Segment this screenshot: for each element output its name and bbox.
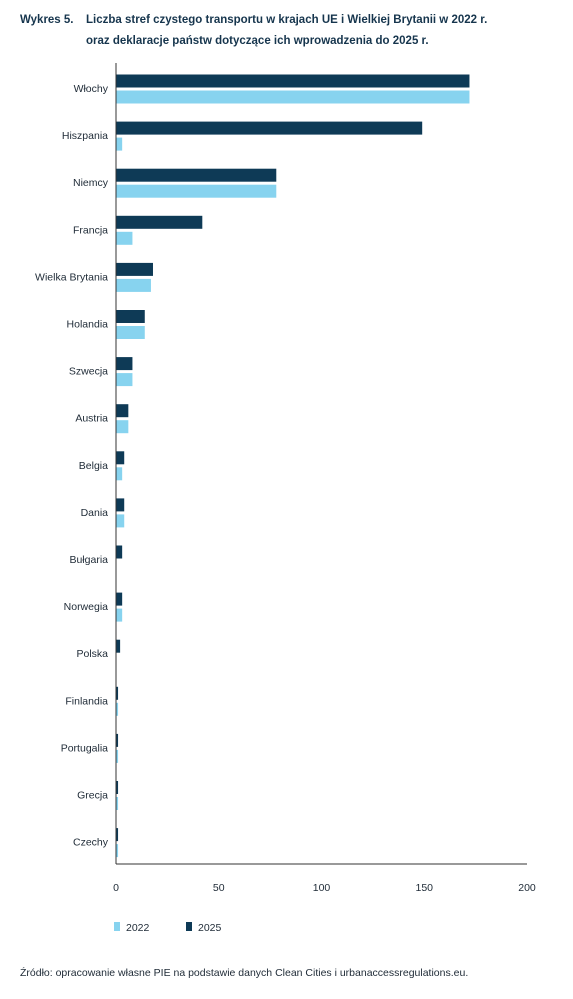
bar-2022-belgia [116,467,123,481]
chart-title-line1: Liczba stref czystego transportu w kraja… [86,14,488,26]
bar-2025-belgia [116,451,125,465]
bar-2022-norwegia [116,608,123,622]
category-label-francja: Francja [73,224,108,236]
bar-2022-francja [116,231,133,245]
bar-2022-dania [116,514,125,528]
bar-2022-hiszpania [116,137,123,151]
chart-title-label: Wykres 5. [20,14,74,26]
x-tick-label: 150 [415,882,433,894]
x-tick-label: 0 [113,882,119,894]
bar-2022-włochy [116,90,470,104]
category-label-norwegia: Norwegia [64,601,109,613]
category-label-polska: Polska [76,648,108,660]
category-label-finlandia: Finlandia [65,695,108,707]
bar-2022-szwecja [116,373,133,387]
chart-title-line2: oraz deklaracje państw dotyczące ich wpr… [86,35,429,47]
bar-2022-grecja [116,797,119,810]
category-label-portugalia: Portugalia [61,742,108,754]
bar-2025-norwegia [116,592,123,606]
category-label-czechy: Czechy [73,837,109,849]
category-label-bułgaria: Bułgaria [69,554,108,566]
bar-2022-czechy [116,844,119,858]
bar-2022-austria [116,420,129,434]
bar-chart: Włochy Hiszpania Niemcy Francja Wielka Bryta… [35,63,536,934]
bar-2025-austria [116,404,129,418]
source-note: Źródło: opracowanie własne PIE na podsta… [20,967,469,979]
bar-2025-szwecja [116,357,133,371]
bar-2025-portugalia [116,733,119,747]
legend-label-2025: 2025 [198,922,222,934]
category-label-szwecja: Szwecja [69,366,108,378]
chart-title: Wykres 5. Liczba stref czystego transport… [20,10,560,52]
category-label-hiszpania: Hiszpania [62,130,108,142]
bar-2025-finlandia [116,686,119,700]
x-tick-label: 200 [518,882,536,894]
bar-2022-wielka-brytania [116,278,151,292]
legend-swatch-2025 [186,922,192,931]
category-label-dania: Dania [81,507,109,519]
bar-2025-wielka-brytania [116,262,153,276]
x-tick-label: 100 [313,882,331,894]
bar-2025-dania [116,498,125,512]
bar-2025-holandia [116,310,145,323]
bar-2022-finlandia [116,702,119,716]
bar-2022-portugalia [116,749,119,763]
category-label-austria: Austria [75,413,108,425]
category-label-niemcy: Niemcy [73,177,109,189]
x-tick-label: 50 [213,882,225,894]
category-label-wielka-brytania: Wielka Brytania [35,271,108,283]
bar-2025-polska [116,639,121,653]
bar-2022-niemcy [116,184,277,198]
bar-2025-niemcy [116,168,277,182]
bar-2025-czechy [116,828,119,842]
bar-2025-bułgaria [116,545,123,559]
bar-2025-włochy [116,74,470,88]
bar-2022-holandia [116,326,145,339]
category-label-włochy: Włochy [74,83,109,95]
category-label-belgia: Belgia [79,460,108,472]
bar-2025-francja [116,215,203,229]
bar-2025-grecja [116,781,119,794]
bar-2025-hiszpania [116,121,423,135]
category-label-holandia: Holandia [67,319,109,331]
legend-label-2022: 2022 [126,922,150,934]
legend-swatch-2022 [114,922,120,931]
category-label-grecja: Grecja [77,790,108,802]
